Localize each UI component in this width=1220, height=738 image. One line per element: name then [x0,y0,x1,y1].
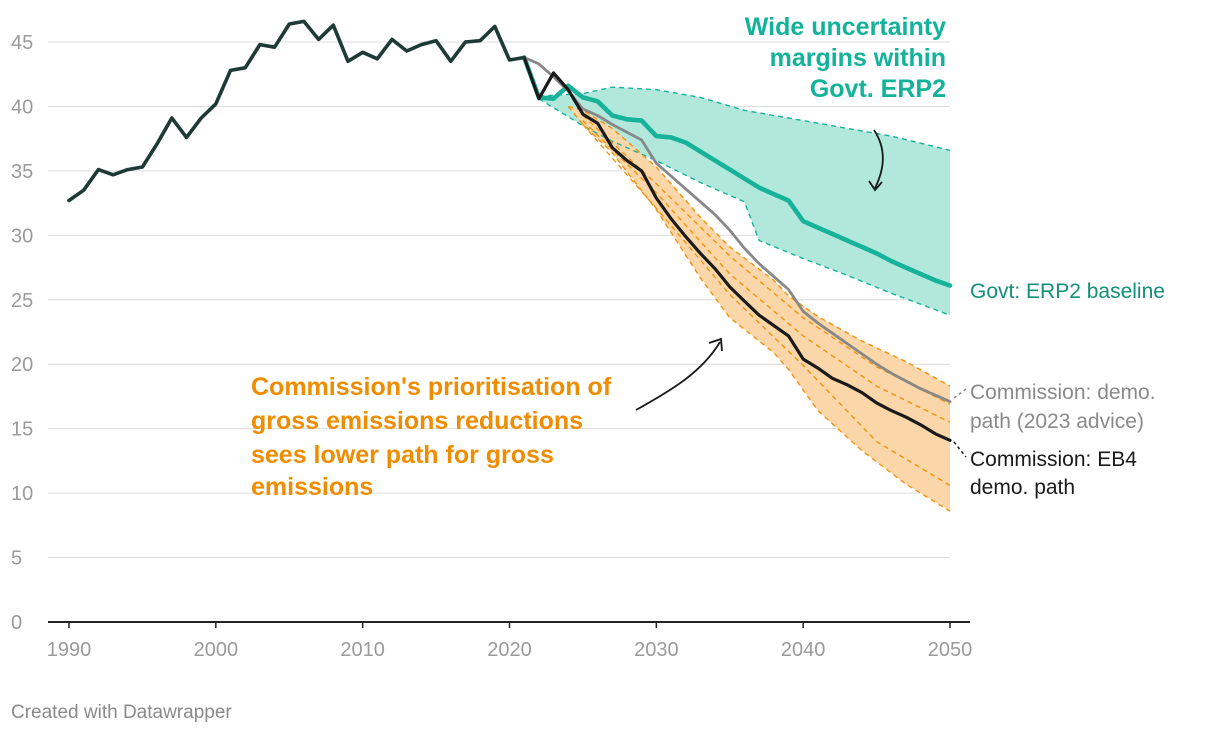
series-line-2 [522,56,952,404]
band-upper-edge-0 [538,86,951,151]
label-demo-path-line2: path (2023 advice) [970,410,1144,433]
annotation-uncertainty-arrowhead [868,180,883,192]
series-line-3 [522,55,952,442]
y-tick-label: 0 [11,612,22,634]
annotation-uncertainty-arrow [873,129,884,189]
series-line-0 [67,19,527,203]
x-tick-label: 2040 [781,639,826,661]
label-erp2-baseline: Govt: ERP2 baseline [970,280,1165,303]
annotation-commission-line1: Commission's prioritisation of [251,373,612,401]
annotation-uncertainty: Wide uncertainty margins within Govt. ER… [745,13,946,192]
y-tick-label: 15 [11,419,33,441]
band-upper-edge-1 [568,105,951,387]
band-inner-dashed-2 [582,124,951,487]
band-0 [538,87,950,316]
y-tick-label: 20 [11,354,33,376]
y-tick-label: 25 [11,290,33,312]
x-tick-label: 2020 [487,639,532,661]
annotation-commission-arrow [635,341,721,411]
x-tick-label: 1990 [47,639,92,661]
series-lines [67,19,953,442]
annotation-commission-line4: emissions [251,473,373,501]
x-tick-label: 2010 [340,639,385,661]
x-tick-label: 2030 [634,639,679,661]
label-demo-path-line1: Commission: demo. [970,381,1156,404]
annotation-commission: Commission's prioritisation of gross emi… [251,337,723,501]
annotation-commission-line3: sees lower path for gross [251,441,554,469]
y-tick-label: 35 [11,161,33,183]
x-tick-label: 2000 [194,639,239,661]
annotation-commission-line2: gross emissions reductions [251,407,583,435]
label-eb4-path-line1: Commission: EB4 [970,448,1137,471]
y-tick-label: 45 [11,32,33,54]
annotation-uncertainty-line1: Wide uncertainty [745,13,946,41]
credit-text: Created with Datawrapper [11,702,232,723]
y-tick-label: 40 [11,96,33,118]
y-tick-label: 5 [11,548,22,570]
annotation-uncertainty-line3: Govt. ERP2 [810,75,946,103]
annotation-commission-arrowhead [708,337,723,352]
label-eb4-connector [953,441,967,458]
series-labels: Govt: ERP2 baseline Commission: demo. pa… [953,280,1165,499]
annotation-uncertainty-line2: margins within [770,44,946,72]
x-axis: 1990 2000 2010 2020 2030 2040 2050 [47,621,973,661]
label-eb4-path-line2: demo. path [970,476,1075,499]
band-lower-edge-1 [567,105,951,512]
y-axis-labels: 0 5 10 15 20 25 30 35 40 45 [11,32,33,634]
band-lower-edge-0 [538,98,951,316]
y-tick-label: 10 [11,483,33,505]
series-line-1 [521,55,953,288]
x-tick-label: 2050 [928,639,973,661]
y-tick-label: 30 [11,225,33,247]
y-grid [48,41,950,559]
band-inner-dashed-1 [582,120,951,423]
label-demo-connector [953,388,967,399]
